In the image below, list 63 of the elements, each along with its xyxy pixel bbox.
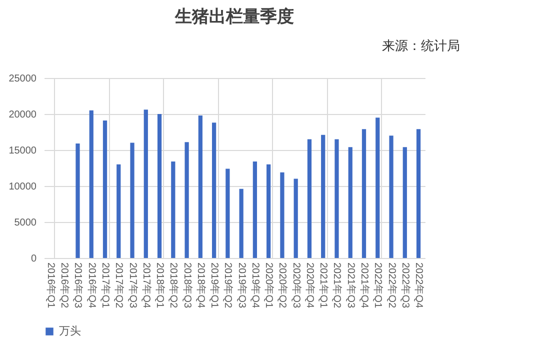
bar (171, 162, 176, 258)
y-tick-label: 0 (30, 254, 37, 264)
x-tick-label: 2019年Q4 (249, 262, 262, 309)
x-tick-label: 2018年Q1 (154, 262, 166, 309)
x-tick-label: 2016年Q1 (44, 262, 57, 309)
x-tick-label: 2017年Q1 (100, 262, 112, 309)
y-tick-label: 25000 (8, 74, 37, 84)
bar (389, 136, 394, 258)
x-tick-label: 2016年Q2 (58, 262, 71, 309)
bar (334, 139, 339, 258)
chart-title: 生猪出栏量季度 (174, 7, 294, 26)
x-tick-label: 2021年Q2 (331, 262, 344, 309)
x-tick-label: 2018年Q2 (168, 262, 180, 309)
x-tick-label: 2020年Q4 (304, 262, 316, 309)
x-tick-label: 2019年Q3 (236, 262, 248, 309)
bar (157, 114, 162, 258)
bar (116, 164, 121, 258)
legend-label: 万头 (59, 324, 81, 338)
x-tick-label: 2020年Q2 (276, 262, 289, 309)
x-tick-label: 2016年Q4 (86, 262, 98, 309)
bar (294, 178, 298, 258)
source-note: 来源：统计局 (382, 38, 460, 53)
bar (184, 142, 189, 258)
x-tick-label: 2022年Q2 (386, 262, 398, 309)
x-tick-label: 2019年Q2 (222, 262, 234, 309)
bar (89, 110, 94, 258)
y-tick-label: 5000 (14, 218, 37, 228)
x-tick-label: 2021年Q1 (318, 262, 330, 309)
bar (348, 147, 352, 258)
x-tick-label: 2017年Q3 (126, 262, 139, 309)
bar (416, 129, 421, 258)
bar (307, 139, 312, 258)
x-tick-label: 2022年Q4 (413, 262, 426, 309)
x-tick-label: 2017年Q4 (140, 262, 152, 309)
bar (102, 120, 108, 258)
y-tick-label: 15000 (8, 146, 37, 156)
x-tick-label: 2019年Q1 (208, 262, 221, 309)
bar (362, 129, 366, 258)
x-tick-label: 2018年Q4 (194, 262, 207, 309)
bar (76, 144, 80, 258)
x-tick-label: 2020年Q1 (263, 262, 276, 309)
x-tick-label: 2022年Q3 (399, 262, 412, 309)
bar (226, 168, 230, 258)
bar (144, 110, 148, 258)
bar (130, 142, 134, 258)
x-tick-label: 2018年Q3 (181, 262, 194, 309)
bar (198, 115, 202, 258)
x-tick-label: 2021年Q3 (344, 262, 357, 309)
bar (212, 122, 216, 258)
x-tick-label: 2022年Q1 (372, 262, 384, 309)
x-tick-label: 2020年Q3 (290, 262, 302, 309)
bar (266, 164, 271, 258)
bar (402, 147, 407, 258)
bar (280, 172, 284, 258)
x-tick-label: 2017年Q2 (113, 262, 126, 309)
bar (252, 162, 258, 258)
x-tick-label: 2016年Q3 (72, 262, 84, 309)
y-tick-label: 20000 (8, 110, 37, 120)
bar (321, 134, 326, 258)
bar (376, 118, 380, 258)
bar (239, 188, 244, 258)
x-tick-label: 2021年Q4 (358, 262, 370, 309)
y-tick-label: 10000 (8, 182, 37, 192)
